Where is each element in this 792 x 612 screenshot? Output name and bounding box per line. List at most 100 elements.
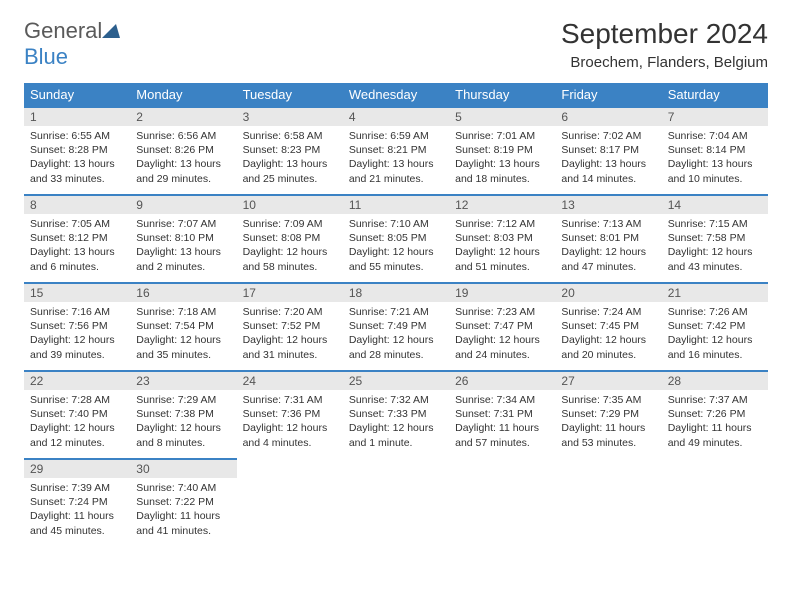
day-number: 15 [24,282,130,302]
calendar-cell: 14Sunrise: 7:15 AMSunset: 7:58 PMDayligh… [662,194,768,282]
sunset-line: Sunset: 8:05 PM [349,231,443,245]
day-number: 29 [24,458,130,478]
day-number: 18 [343,282,449,302]
day-number: 4 [343,106,449,126]
day-content: Sunrise: 7:24 AMSunset: 7:45 PMDaylight:… [555,302,661,368]
sunrise-line: Sunrise: 7:23 AM [455,305,549,319]
sunset-line: Sunset: 8:23 PM [243,143,337,157]
logo-triangle-icon [102,24,120,38]
sunset-line: Sunset: 8:26 PM [136,143,230,157]
day-content: Sunrise: 7:01 AMSunset: 8:19 PMDaylight:… [449,126,555,192]
calendar-cell: 9Sunrise: 7:07 AMSunset: 8:10 PMDaylight… [130,194,236,282]
weekday-header: Friday [555,83,661,106]
sunset-line: Sunset: 7:56 PM [30,319,124,333]
month-title: September 2024 [561,18,768,50]
calendar-cell [662,458,768,546]
day-cell: 17Sunrise: 7:20 AMSunset: 7:52 PMDayligh… [237,282,343,370]
daylight-line: Daylight: 11 hours and 53 minutes. [561,421,655,449]
day-number: 9 [130,194,236,214]
calendar-cell: 18Sunrise: 7:21 AMSunset: 7:49 PMDayligh… [343,282,449,370]
sunrise-line: Sunrise: 7:04 AM [668,129,762,143]
location: Broechem, Flanders, Belgium [561,54,768,71]
day-cell: 19Sunrise: 7:23 AMSunset: 7:47 PMDayligh… [449,282,555,370]
calendar-cell [555,458,661,546]
day-number: 23 [130,370,236,390]
day-content: Sunrise: 7:35 AMSunset: 7:29 PMDaylight:… [555,390,661,456]
day-number: 2 [130,106,236,126]
daylight-line: Daylight: 13 hours and 33 minutes. [30,157,124,185]
day-content: Sunrise: 7:18 AMSunset: 7:54 PMDaylight:… [130,302,236,368]
day-cell: 24Sunrise: 7:31 AMSunset: 7:36 PMDayligh… [237,370,343,458]
calendar-cell [237,458,343,546]
sunrise-line: Sunrise: 7:32 AM [349,393,443,407]
sunset-line: Sunset: 8:21 PM [349,143,443,157]
day-content: Sunrise: 7:40 AMSunset: 7:22 PMDaylight:… [130,478,236,544]
calendar-cell: 17Sunrise: 7:20 AMSunset: 7:52 PMDayligh… [237,282,343,370]
sunset-line: Sunset: 7:47 PM [455,319,549,333]
daylight-line: Daylight: 12 hours and 1 minute. [349,421,443,449]
daylight-line: Daylight: 12 hours and 12 minutes. [30,421,124,449]
sunrise-line: Sunrise: 7:12 AM [455,217,549,231]
calendar-body: 1Sunrise: 6:55 AMSunset: 8:28 PMDaylight… [24,106,768,546]
calendar-cell: 22Sunrise: 7:28 AMSunset: 7:40 PMDayligh… [24,370,130,458]
day-cell: 18Sunrise: 7:21 AMSunset: 7:49 PMDayligh… [343,282,449,370]
daylight-line: Daylight: 12 hours and 16 minutes. [668,333,762,361]
daylight-line: Daylight: 12 hours and 20 minutes. [561,333,655,361]
sunrise-line: Sunrise: 6:59 AM [349,129,443,143]
day-number: 7 [662,106,768,126]
calendar-cell: 10Sunrise: 7:09 AMSunset: 8:08 PMDayligh… [237,194,343,282]
daylight-line: Daylight: 11 hours and 41 minutes. [136,509,230,537]
day-number: 22 [24,370,130,390]
daylight-line: Daylight: 12 hours and 58 minutes. [243,245,337,273]
daylight-line: Daylight: 12 hours and 4 minutes. [243,421,337,449]
day-number: 6 [555,106,661,126]
day-content: Sunrise: 7:07 AMSunset: 8:10 PMDaylight:… [130,214,236,280]
day-number: 8 [24,194,130,214]
day-number: 21 [662,282,768,302]
day-content: Sunrise: 7:05 AMSunset: 8:12 PMDaylight:… [24,214,130,280]
day-cell: 10Sunrise: 7:09 AMSunset: 8:08 PMDayligh… [237,194,343,282]
day-cell: 13Sunrise: 7:13 AMSunset: 8:01 PMDayligh… [555,194,661,282]
logo-text-blue: Blue [24,44,68,69]
calendar-cell: 24Sunrise: 7:31 AMSunset: 7:36 PMDayligh… [237,370,343,458]
sunrise-line: Sunrise: 7:02 AM [561,129,655,143]
daylight-line: Daylight: 12 hours and 51 minutes. [455,245,549,273]
sunrise-line: Sunrise: 7:40 AM [136,481,230,495]
sunrise-line: Sunrise: 7:20 AM [243,305,337,319]
calendar-cell: 16Sunrise: 7:18 AMSunset: 7:54 PMDayligh… [130,282,236,370]
day-content: Sunrise: 7:31 AMSunset: 7:36 PMDaylight:… [237,390,343,456]
day-number: 12 [449,194,555,214]
sunset-line: Sunset: 7:36 PM [243,407,337,421]
calendar-cell: 8Sunrise: 7:05 AMSunset: 8:12 PMDaylight… [24,194,130,282]
day-number: 5 [449,106,555,126]
day-cell: 11Sunrise: 7:10 AMSunset: 8:05 PMDayligh… [343,194,449,282]
sunset-line: Sunset: 8:01 PM [561,231,655,245]
daylight-line: Daylight: 11 hours and 49 minutes. [668,421,762,449]
daylight-line: Daylight: 12 hours and 55 minutes. [349,245,443,273]
sunset-line: Sunset: 8:10 PM [136,231,230,245]
day-number: 26 [449,370,555,390]
day-cell: 26Sunrise: 7:34 AMSunset: 7:31 PMDayligh… [449,370,555,458]
sunset-line: Sunset: 7:58 PM [668,231,762,245]
day-cell: 22Sunrise: 7:28 AMSunset: 7:40 PMDayligh… [24,370,130,458]
calendar-row: 22Sunrise: 7:28 AMSunset: 7:40 PMDayligh… [24,370,768,458]
calendar-cell: 12Sunrise: 7:12 AMSunset: 8:03 PMDayligh… [449,194,555,282]
day-content: Sunrise: 7:09 AMSunset: 8:08 PMDaylight:… [237,214,343,280]
sunset-line: Sunset: 7:29 PM [561,407,655,421]
sunset-line: Sunset: 8:17 PM [561,143,655,157]
calendar-cell: 11Sunrise: 7:10 AMSunset: 8:05 PMDayligh… [343,194,449,282]
daylight-line: Daylight: 13 hours and 14 minutes. [561,157,655,185]
sunrise-line: Sunrise: 7:26 AM [668,305,762,319]
calendar-cell: 6 Sunrise: 7:02 AMSunset: 8:17 PMDaylight… [555,106,661,194]
day-content: Sunrise: 7:16 AMSunset: 7:56 PMDaylight:… [24,302,130,368]
day-cell: 9Sunrise: 7:07 AMSunset: 8:10 PMDaylight… [130,194,236,282]
day-cell: 30Sunrise: 7:40 AMSunset: 7:22 PMDayligh… [130,458,236,546]
sunset-line: Sunset: 7:31 PM [455,407,549,421]
sunrise-line: Sunrise: 6:58 AM [243,129,337,143]
calendar-cell: 29Sunrise: 7:39 AMSunset: 7:24 PMDayligh… [24,458,130,546]
sunset-line: Sunset: 8:12 PM [30,231,124,245]
day-number: 13 [555,194,661,214]
calendar-cell: 13Sunrise: 7:13 AMSunset: 8:01 PMDayligh… [555,194,661,282]
day-content: Sunrise: 7:34 AMSunset: 7:31 PMDaylight:… [449,390,555,456]
day-cell: 27Sunrise: 7:35 AMSunset: 7:29 PMDayligh… [555,370,661,458]
